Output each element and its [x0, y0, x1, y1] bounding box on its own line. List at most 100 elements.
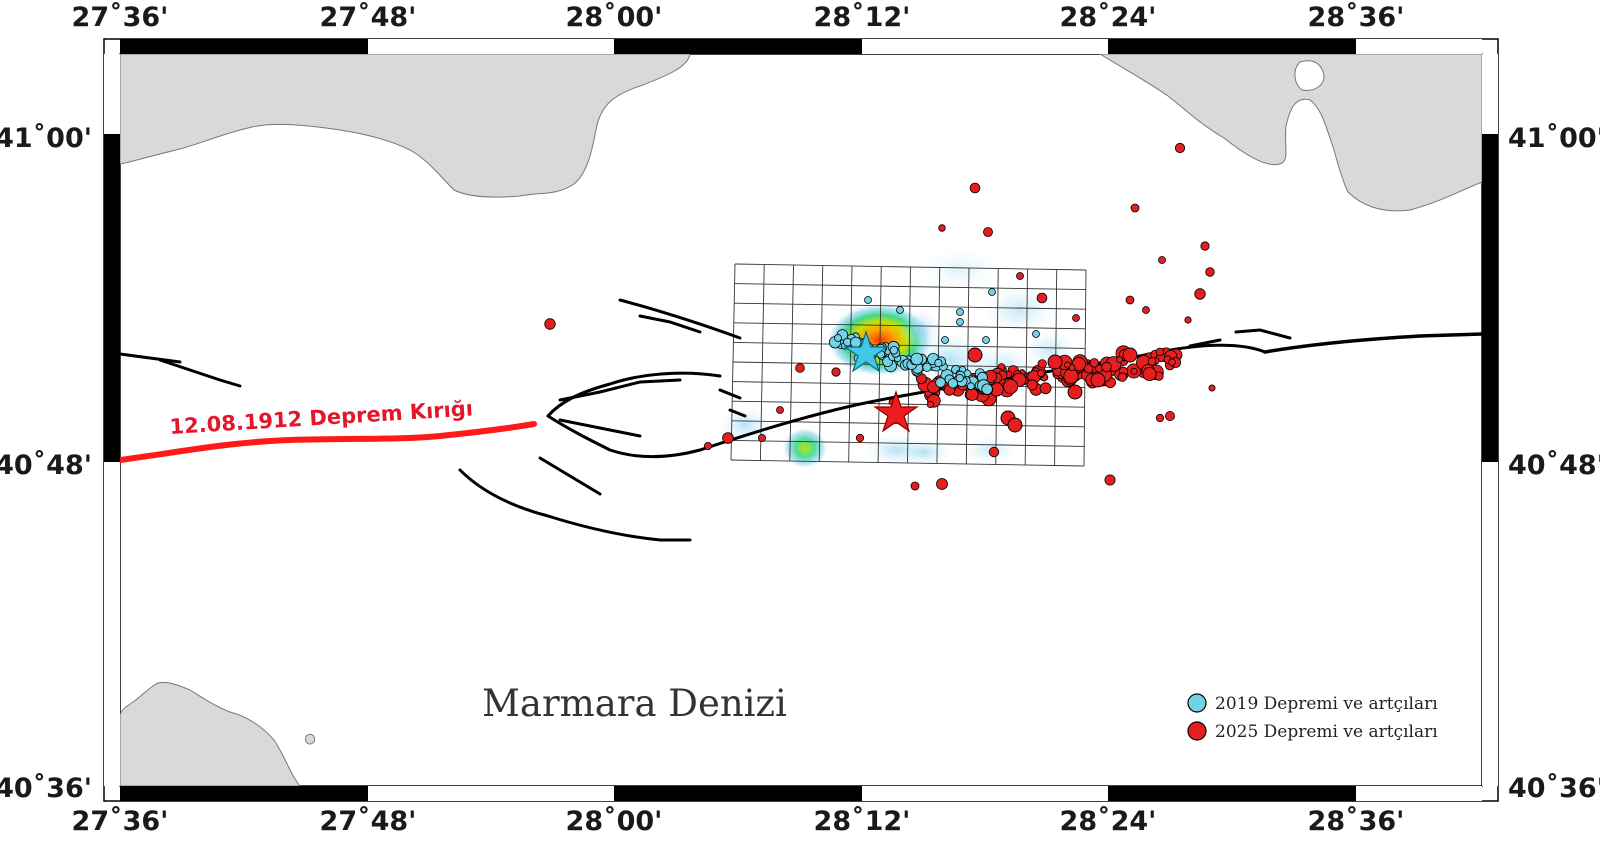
event-2025 [1200, 241, 1210, 251]
lon-label: 27˚48' [320, 806, 417, 837]
event-2025 [938, 224, 946, 232]
event-2025 [926, 400, 935, 409]
lon-label: 28˚36' [1308, 2, 1405, 33]
grid-line [732, 400, 1085, 408]
event-2025 [1036, 292, 1048, 304]
event-2025 [1125, 295, 1135, 305]
lon-label: 27˚48' [320, 2, 417, 33]
event-2019 [922, 362, 932, 372]
event-2025 [1147, 357, 1157, 366]
event-2025 [1101, 361, 1112, 373]
event-2025 [1155, 347, 1165, 357]
event-2025 [1116, 356, 1123, 364]
event-2025 [1208, 384, 1216, 392]
lon-label: 28˚24' [1060, 806, 1157, 837]
event-2025 [983, 227, 993, 237]
lat-label: 40˚36' [1508, 773, 1600, 804]
grid-line [732, 381, 1085, 389]
right-scale-bar [1482, 54, 1498, 786]
lat-label: 41˚00' [1508, 123, 1600, 154]
lon-label: 27˚36' [72, 2, 169, 33]
event-2019 [956, 308, 964, 316]
epicenter-2025-star [873, 390, 919, 433]
event-2019 [896, 306, 904, 314]
lat-labels-right: 41˚00' 40˚48' 40˚36' [1508, 123, 1600, 804]
event-2025 [1016, 272, 1024, 280]
event-2025 [1158, 256, 1166, 264]
event-2025 [776, 406, 784, 414]
event-2019 [982, 336, 990, 344]
event-2025 [1083, 363, 1094, 374]
legend-2025-label: 2025 Depremi ve artçıları [1215, 722, 1438, 742]
event-2019 [834, 334, 842, 342]
rupture-1912-line [120, 421, 537, 463]
event-2025 [1184, 316, 1192, 324]
event-2025 [1130, 203, 1140, 213]
lat-labels-left: 41˚00' 40˚48' 40˚36' [0, 123, 92, 804]
event-2025 [1205, 267, 1215, 277]
lon-label: 28˚00' [566, 2, 663, 33]
lat-label: 40˚48' [1508, 450, 1600, 481]
event-2025 [1165, 410, 1176, 421]
event-2019 [1032, 330, 1040, 338]
lat-label: 40˚48' [0, 450, 92, 481]
event-2019 [967, 382, 975, 391]
event-2019 [988, 288, 996, 296]
lat-label: 40˚36' [0, 773, 92, 804]
event-2025 [969, 182, 981, 194]
epicenter-2019-star [843, 330, 889, 373]
land-lake [1294, 60, 1325, 91]
event-2019 [889, 345, 899, 355]
legend-2019-label: 2019 Depremi ve artçıları [1215, 694, 1438, 714]
event-2025 [1142, 366, 1157, 381]
lon-label: 28˚24' [1060, 2, 1157, 33]
grid-line [734, 302, 1086, 310]
lat-label: 41˚00' [0, 123, 92, 154]
grid-line [733, 341, 1086, 349]
land-north-east [1099, 54, 1482, 212]
grid-line [733, 322, 1086, 330]
event-2025 [1130, 367, 1138, 375]
event-2019 [935, 377, 946, 388]
event-2025 [910, 481, 920, 491]
lon-label: 28˚12' [814, 2, 911, 33]
event-2025 [1142, 306, 1150, 314]
lon-label: 27˚36' [72, 806, 169, 837]
event-2019 [864, 296, 872, 304]
bottom-scale-bar [120, 786, 1482, 801]
left-scale-bar [104, 54, 120, 786]
event-2019 [941, 336, 949, 344]
event-2025 [1037, 359, 1047, 369]
event-2025 [1194, 288, 1206, 300]
event-2025 [855, 433, 865, 443]
event-2025 [1174, 142, 1186, 154]
sea-name-label: Marmara Denizi [482, 682, 787, 725]
event-2019 [955, 373, 964, 383]
event-2025 [988, 446, 1000, 458]
event-2019 [910, 352, 924, 366]
event-2025 [544, 318, 556, 330]
grid-line [730, 459, 1085, 467]
event-2025 [967, 347, 983, 363]
lon-label: 28˚12' [814, 806, 911, 837]
grid-line [734, 283, 1086, 291]
event-2025 [1168, 358, 1176, 367]
event-2025 [831, 367, 841, 377]
event-2025 [1068, 364, 1076, 372]
event-2019 [956, 318, 964, 326]
lon-labels-top: 27˚36' 27˚48' 28˚00' 28˚12' 28˚24' 28˚36… [72, 2, 1405, 33]
event-2025 [1026, 379, 1038, 391]
event-2025 [1063, 368, 1079, 384]
legend: 2019 Depremi ve artçıları 2025 Depremi v… [1187, 693, 1438, 742]
event-2025 [1117, 372, 1128, 382]
legend-2025-marker [1187, 721, 1207, 741]
land-south-kapidag [120, 681, 301, 786]
grid-line [731, 439, 1085, 447]
event-2025 [936, 478, 948, 490]
event-2019 [947, 378, 959, 389]
event-2019 [850, 336, 862, 349]
lon-label: 28˚00' [566, 806, 663, 837]
event-2025 [758, 433, 767, 442]
event-2025 [965, 388, 979, 401]
